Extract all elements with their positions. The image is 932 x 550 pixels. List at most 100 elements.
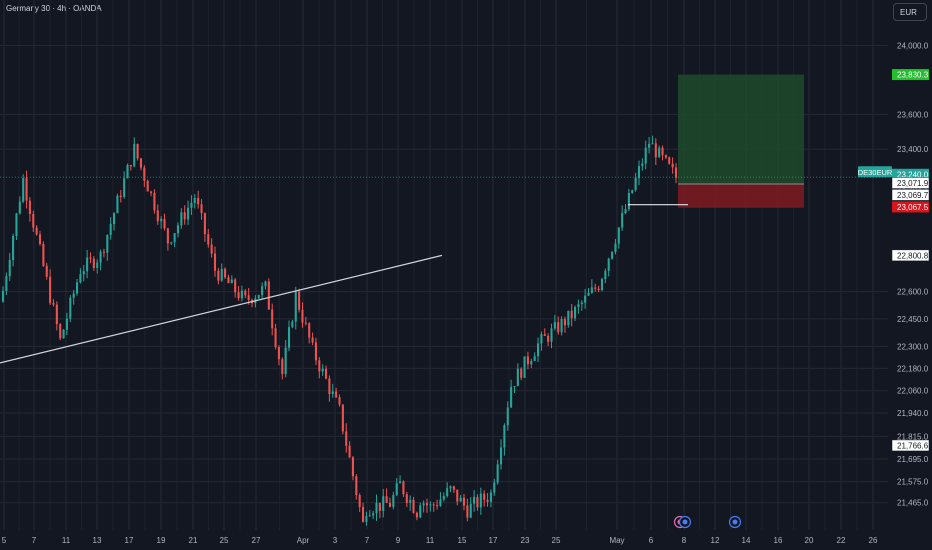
candle-body xyxy=(627,192,630,210)
candle-body xyxy=(668,157,671,164)
candle-body xyxy=(456,489,459,502)
candle-body xyxy=(574,307,577,319)
candle-body xyxy=(499,447,503,465)
candle-body xyxy=(38,234,42,244)
candle-body xyxy=(513,386,516,388)
x-tick-label: 3 xyxy=(333,536,338,545)
y-tick-label: 21,940.0 xyxy=(897,409,929,418)
stop-loss-zone[interactable] xyxy=(678,183,804,208)
x-tick-label: 14 xyxy=(742,536,751,545)
candle-body xyxy=(496,464,499,483)
candle-body xyxy=(267,281,270,310)
price-tag-bg xyxy=(892,183,929,195)
price-tag-bg xyxy=(892,168,929,180)
candle-body xyxy=(170,242,173,244)
candle-body xyxy=(600,279,604,291)
candle-body xyxy=(187,207,190,220)
currency-button[interactable]: EUR xyxy=(893,3,927,21)
candle-body xyxy=(358,495,361,507)
candle-body xyxy=(210,244,213,254)
candle-body xyxy=(261,286,264,295)
candle-body xyxy=(102,251,105,253)
candle-body xyxy=(193,198,196,203)
candle-body xyxy=(176,225,180,234)
candle-body xyxy=(614,243,617,252)
candle-body xyxy=(75,282,79,294)
candle-body xyxy=(436,505,439,507)
candle-body xyxy=(217,270,220,281)
candle-body xyxy=(489,492,492,502)
candle-body xyxy=(631,190,634,193)
price-tag-bg xyxy=(891,249,930,262)
price-tag: 21,766.6 xyxy=(891,439,930,452)
price-tag-label: 23,240.0 xyxy=(897,170,929,179)
candle-body xyxy=(395,483,398,495)
price-tag-label: 21,766.6 xyxy=(897,441,929,450)
candle-body xyxy=(156,210,159,222)
price-tag-bg xyxy=(892,69,929,81)
y-tick-label: 23,600.0 xyxy=(897,110,929,119)
candle-body xyxy=(510,386,513,408)
candle-body xyxy=(304,322,307,324)
candle-body xyxy=(240,290,243,299)
candle-body xyxy=(580,302,583,305)
candle-body xyxy=(15,213,18,236)
trendline[interactable] xyxy=(0,254,443,364)
x-tick-label: 8 xyxy=(682,536,687,545)
candle-body xyxy=(587,292,590,296)
candle-body xyxy=(547,335,550,342)
candle-body xyxy=(611,251,614,259)
candle-body xyxy=(446,488,449,496)
candle-body xyxy=(200,204,203,214)
candle-body xyxy=(183,212,186,220)
price-tag-bg xyxy=(891,189,930,201)
x-tick-label: 16 xyxy=(774,536,783,545)
candle-body xyxy=(277,347,280,360)
candle-body xyxy=(567,310,570,326)
x-tick-label: Apr xyxy=(297,536,310,545)
candle-body xyxy=(106,234,109,253)
candle-body xyxy=(230,279,233,284)
candle-body xyxy=(661,147,664,156)
x-tick-label: 25 xyxy=(220,536,229,545)
candle-body xyxy=(55,304,58,325)
candle-body xyxy=(664,155,667,158)
candle-body xyxy=(65,318,68,330)
x-tick-label: 23 xyxy=(521,536,530,545)
candle-body xyxy=(409,499,412,503)
candle-body xyxy=(32,214,35,228)
candle-body xyxy=(126,164,129,179)
price-tag-bg xyxy=(892,201,929,213)
candle-body xyxy=(412,499,415,513)
x-tick-label: 25 xyxy=(552,536,561,545)
price-tag-bg xyxy=(891,177,930,189)
profit-zone[interactable] xyxy=(678,74,804,184)
candlestick-series xyxy=(1,135,678,526)
candle-body xyxy=(382,496,385,511)
candle-body xyxy=(8,260,11,277)
candle-body xyxy=(294,291,297,322)
candle-body xyxy=(271,309,274,329)
candle-body xyxy=(92,258,95,269)
candle-body xyxy=(483,493,486,500)
candle-body xyxy=(405,494,408,503)
candle-body xyxy=(328,378,331,395)
chart-title: Germany 30 · 4h · OANDA xyxy=(6,4,102,13)
candle-body xyxy=(375,502,378,514)
candle-body xyxy=(530,360,533,365)
candle-body xyxy=(372,513,375,516)
price-tag: 23,067.5 xyxy=(892,201,929,213)
candle-body xyxy=(220,268,223,281)
candle-body xyxy=(345,431,348,446)
candle-body xyxy=(533,356,536,361)
y-tick-label: 22,600.0 xyxy=(897,288,929,297)
x-tick-label: 27 xyxy=(252,536,261,545)
candle-body xyxy=(338,397,341,405)
candle-body xyxy=(590,287,593,293)
candle-body xyxy=(1,290,5,302)
symbol-tag: DE30EUR xyxy=(858,166,893,178)
candle-body xyxy=(550,328,553,342)
candle-body xyxy=(634,178,637,191)
candle-body xyxy=(341,404,344,432)
